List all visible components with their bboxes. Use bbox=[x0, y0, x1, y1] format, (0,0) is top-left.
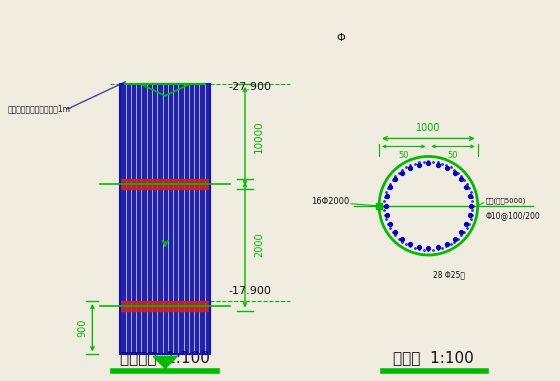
Text: Φ10@100/200: Φ10@100/200 bbox=[486, 211, 540, 220]
Text: -17.900: -17.900 bbox=[228, 286, 271, 296]
Bar bbox=[120, 179, 210, 189]
Text: 28 Φ25筋: 28 Φ25筋 bbox=[433, 271, 465, 280]
Text: 箍筋(间距5000): 箍筋(间距5000) bbox=[486, 197, 526, 204]
Text: 900: 900 bbox=[77, 319, 87, 337]
Bar bbox=[120, 84, 210, 354]
Text: -27.900: -27.900 bbox=[228, 82, 271, 92]
Text: 2000: 2000 bbox=[254, 232, 264, 257]
Text: 桦底必须嵌固插入中风刴1m: 桦底必须嵌固插入中风刴1m bbox=[8, 104, 71, 113]
Text: 桦立面图  1:100: 桦立面图 1:100 bbox=[120, 351, 210, 365]
Polygon shape bbox=[153, 356, 177, 368]
Text: 50: 50 bbox=[399, 152, 409, 160]
Bar bbox=[120, 301, 210, 311]
Bar bbox=[120, 84, 210, 354]
Text: Φ: Φ bbox=[336, 33, 345, 43]
Text: 1000: 1000 bbox=[416, 123, 441, 133]
Text: 16Φ2000: 16Φ2000 bbox=[311, 197, 349, 206]
Text: 10000: 10000 bbox=[254, 120, 264, 152]
Text: 桦截面  1:100: 桦截面 1:100 bbox=[393, 351, 474, 365]
Text: 50: 50 bbox=[448, 152, 458, 160]
